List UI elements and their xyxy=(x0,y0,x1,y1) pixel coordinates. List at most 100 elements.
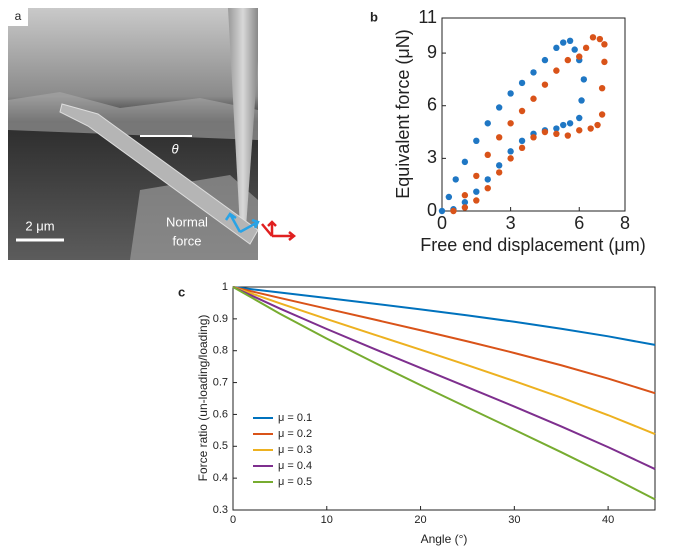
point xyxy=(578,97,585,104)
point xyxy=(530,69,537,76)
point xyxy=(541,81,549,88)
point xyxy=(461,204,469,211)
point xyxy=(473,188,480,195)
point xyxy=(596,35,604,43)
point xyxy=(566,37,574,45)
x-tick-label: 0 xyxy=(230,514,236,526)
point xyxy=(553,125,560,132)
legend-label: μ = 0.3 xyxy=(278,444,312,456)
y-tick-label: 6 xyxy=(427,94,437,114)
image-ledge xyxy=(8,92,258,140)
line xyxy=(232,286,656,395)
point xyxy=(576,114,583,122)
point xyxy=(484,151,491,159)
angle-symbol: θ xyxy=(171,141,178,156)
y-tick-label: 0.9 xyxy=(213,313,228,325)
point xyxy=(598,84,606,92)
point xyxy=(518,107,526,115)
point xyxy=(553,67,560,74)
point xyxy=(484,184,491,192)
point xyxy=(541,128,549,136)
y-axis-label: Force ratio (un-loading/loading) xyxy=(196,315,210,482)
line xyxy=(232,286,656,346)
legend-label: μ = 0.1 xyxy=(278,412,312,424)
point xyxy=(530,134,537,141)
point xyxy=(473,172,480,180)
x-tick-label: 6 xyxy=(574,213,584,233)
point xyxy=(495,162,503,169)
scale-bar-label: 2 μm xyxy=(25,218,54,233)
x-tick-label: 3 xyxy=(506,213,516,233)
point xyxy=(461,192,469,199)
point xyxy=(473,197,480,204)
point xyxy=(445,193,453,201)
point xyxy=(541,56,549,64)
point xyxy=(553,44,560,52)
point xyxy=(495,134,503,141)
point xyxy=(518,144,526,152)
point xyxy=(560,121,567,129)
point xyxy=(560,39,567,46)
y-tick-label: 0.5 xyxy=(213,440,228,452)
legend-label: μ = 0.2 xyxy=(278,428,312,440)
y-axis-label: Equivalent force (μN) xyxy=(393,29,413,198)
point xyxy=(507,90,514,97)
sem-image: a θ Frictional force Normal force 2 μm xyxy=(8,8,330,260)
x-tick-label: 10 xyxy=(321,514,333,526)
point xyxy=(598,111,606,118)
x-tick-label: 20 xyxy=(414,514,426,526)
y-tick-label: 0.6 xyxy=(213,408,228,420)
legend-label: μ = 0.5 xyxy=(278,476,312,488)
panel-label: b xyxy=(370,9,378,24)
point xyxy=(601,41,608,48)
point xyxy=(438,207,446,215)
point xyxy=(571,46,578,53)
point xyxy=(461,199,469,206)
y-tick-label: 9 xyxy=(427,42,437,62)
panel-label: c xyxy=(178,284,185,299)
image-block xyxy=(130,175,258,260)
x-tick-label: 8 xyxy=(620,213,630,233)
point xyxy=(507,155,514,162)
point xyxy=(564,132,572,139)
point xyxy=(450,207,457,215)
x-tick-label: 30 xyxy=(508,514,520,526)
point xyxy=(589,34,597,41)
plot-frame xyxy=(441,17,626,212)
line xyxy=(232,286,656,435)
y-tick-label: 1 xyxy=(222,281,228,293)
point xyxy=(576,53,583,60)
x-axis-label: Angle (°) xyxy=(421,532,468,546)
y-tick-label: 0.3 xyxy=(213,504,228,516)
point xyxy=(495,169,503,176)
panel-label: a xyxy=(15,9,22,23)
image-tip xyxy=(228,8,258,228)
y-tick-label: 0.8 xyxy=(213,345,228,357)
point xyxy=(518,137,526,145)
point xyxy=(601,58,608,66)
point xyxy=(518,79,526,87)
panel-label-box xyxy=(8,8,28,26)
point xyxy=(587,125,594,132)
frictional-label: force xyxy=(290,197,319,212)
point xyxy=(507,148,514,155)
point xyxy=(530,95,537,102)
x-tick-label: 40 xyxy=(602,514,614,526)
x-axis-label: Free end displacement (μm) xyxy=(420,235,645,255)
x-tick-label: 0 xyxy=(437,213,447,233)
legend-label: μ = 0.4 xyxy=(278,460,312,472)
line xyxy=(232,286,656,501)
point xyxy=(461,158,469,166)
y-tick-label: 3 xyxy=(427,147,437,167)
point xyxy=(564,56,572,64)
y-tick-label: 0 xyxy=(427,200,437,220)
point xyxy=(473,137,480,145)
point xyxy=(484,120,491,127)
point xyxy=(580,76,588,83)
point xyxy=(553,130,560,137)
image-beam xyxy=(59,103,259,245)
frictional-label: Frictional xyxy=(278,178,331,193)
point xyxy=(576,127,583,134)
point xyxy=(582,44,590,52)
